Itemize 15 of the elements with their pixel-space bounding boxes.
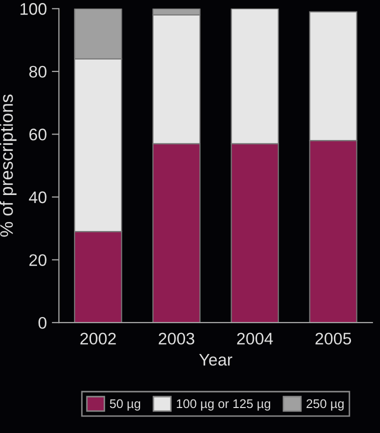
y-tick-label: 100 — [20, 3, 46, 15]
legend-label: 50 µg — [110, 399, 140, 411]
x-tick-label: 2003 — [158, 332, 194, 345]
y-tick-label: 60 — [29, 128, 46, 140]
y-tick-label: 80 — [29, 66, 46, 78]
x-tick-label: 2004 — [237, 332, 273, 345]
x-tick-label: 2005 — [316, 332, 352, 345]
y-tick-label: 40 — [28, 191, 46, 204]
y-tick-label: 20 — [29, 254, 46, 266]
legend-label: 250 µg — [306, 399, 344, 411]
legend-label: 100 µg or 125 µg — [176, 399, 270, 411]
y-axis-title: % of prescriptions — [0, 94, 17, 237]
x-tick-label: 2002 — [80, 332, 116, 345]
x-axis-title: Year — [199, 354, 232, 366]
y-tick-label: 0 — [38, 316, 46, 329]
